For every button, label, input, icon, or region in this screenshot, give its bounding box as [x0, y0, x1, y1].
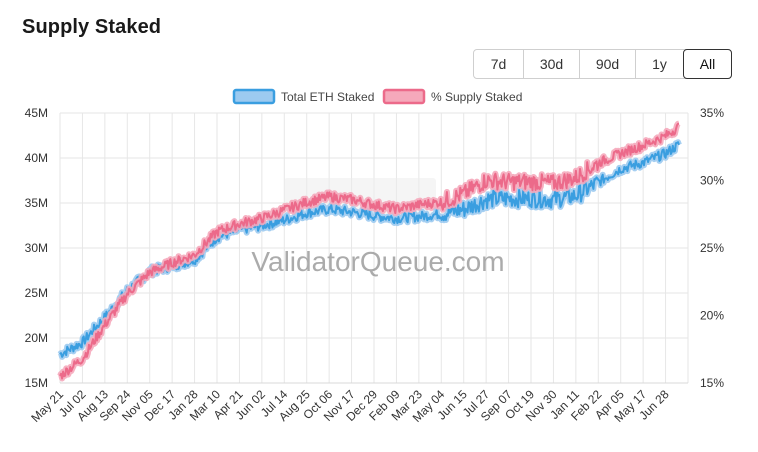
- range-1y-button[interactable]: 1y: [635, 50, 683, 78]
- legend-label-supply-staked: % Supply Staked: [431, 90, 522, 104]
- legend: Total ETH Staked % Supply Staked: [232, 88, 522, 105]
- y-right-tick-label: 35%: [700, 106, 724, 120]
- range-90d-button[interactable]: 90d: [579, 50, 635, 78]
- y-right-tick-label: 25%: [700, 241, 724, 255]
- range-30d-button[interactable]: 30d: [523, 50, 579, 78]
- time-range-selector: 7d 30d 90d 1y All: [473, 49, 732, 79]
- legend-item-supply-staked[interactable]: % Supply Staked: [382, 88, 522, 105]
- y-left-tick-label: 40M: [25, 151, 48, 165]
- page-title: Supply Staked: [22, 16, 162, 38]
- y-right-tick-label: 20%: [700, 309, 724, 323]
- legend-label-total-eth: Total ETH Staked: [281, 90, 374, 104]
- y-left-tick-label: 20M: [25, 331, 48, 345]
- series-supply-staked-line: [59, 122, 680, 380]
- range-all-button[interactable]: All: [683, 49, 732, 79]
- legend-swatch-total-eth: [232, 88, 276, 105]
- y-left-tick-label: 15M: [25, 376, 48, 390]
- y-left-tick-label: 45M: [25, 106, 48, 120]
- series-layer: [57, 120, 682, 382]
- y-left-tick-label: 30M: [25, 241, 48, 255]
- y-left-tick-label: 25M: [25, 286, 48, 300]
- y-right-tick-label: 15%: [700, 376, 724, 390]
- watermark-text: ValidatorQueue.com: [251, 246, 504, 277]
- legend-item-total-eth[interactable]: Total ETH Staked: [232, 88, 374, 105]
- range-7d-button[interactable]: 7d: [474, 50, 523, 78]
- legend-swatch-supply-staked: [382, 88, 426, 105]
- y-left-tick-label: 35M: [25, 196, 48, 210]
- y-right-tick-label: 30%: [700, 174, 724, 188]
